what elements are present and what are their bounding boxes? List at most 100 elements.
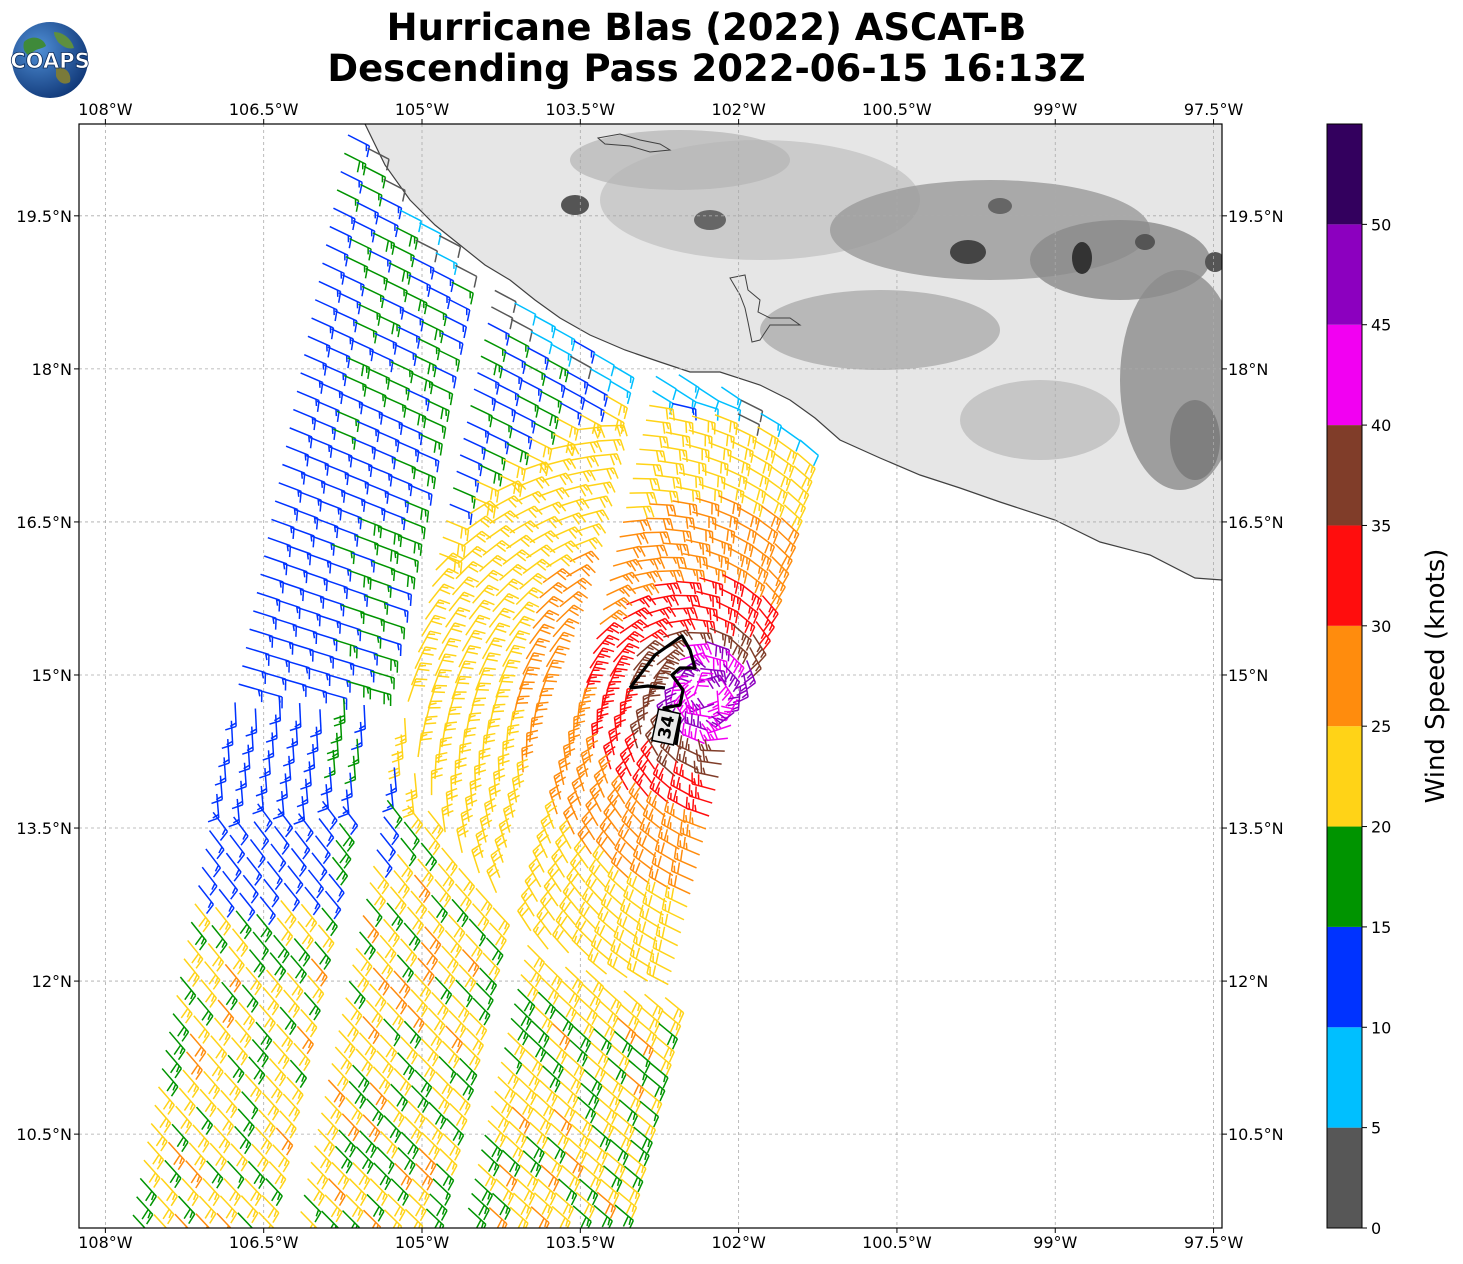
wind-barb <box>633 1126 653 1154</box>
wind-barb <box>478 652 501 675</box>
wind-barb <box>267 537 292 558</box>
wind-barb <box>548 784 562 815</box>
wind-barb <box>539 891 556 921</box>
wind-barb <box>376 430 400 453</box>
wind-barb <box>314 299 338 322</box>
wind-barb <box>540 390 563 414</box>
wind-barb <box>327 1178 346 1207</box>
wind-barb <box>345 473 370 495</box>
wind-barb <box>269 952 287 981</box>
wind-barb <box>403 1020 422 1049</box>
wind-barb <box>451 994 470 1023</box>
wind-barb <box>318 818 335 848</box>
wind-barb <box>632 477 661 491</box>
wind-barb <box>673 594 701 608</box>
wind-barb <box>585 1151 605 1179</box>
wind-barb <box>377 636 402 657</box>
wind-barb <box>524 1049 544 1077</box>
wind-barb <box>367 367 391 390</box>
wind-barb <box>206 1160 224 1189</box>
wind-barb <box>342 1210 361 1228</box>
wind-barb <box>280 900 297 929</box>
wind-barb <box>200 979 218 1008</box>
wind-barb <box>640 1006 661 1034</box>
wind-barb <box>414 354 437 378</box>
wind-barb <box>304 571 328 592</box>
wind-barb <box>427 810 444 840</box>
axis-ticks: 108°W 108°W 106.5°W 106.5°W 105°W 105°W 103.5°… <box>16 100 1283 1252</box>
wind-barb <box>652 936 675 960</box>
wind-barb <box>749 647 762 677</box>
wind-barb <box>276 917 294 947</box>
wind-barb <box>420 715 438 741</box>
wind-barb <box>276 599 301 619</box>
wind-barb <box>499 474 523 497</box>
wind-barb <box>369 1082 388 1111</box>
wind-barb <box>410 662 433 686</box>
wind-barb <box>429 1193 448 1221</box>
wind-barb <box>529 623 555 645</box>
wind-barb <box>511 1106 531 1134</box>
wind-barb <box>194 903 211 933</box>
wind-barb <box>599 1000 619 1028</box>
wind-barb <box>245 646 270 666</box>
wind-barb <box>439 1148 458 1176</box>
wind-barb <box>430 767 443 796</box>
wind-barb <box>400 938 418 967</box>
wind-barb <box>413 874 431 904</box>
wind-barb <box>610 1044 631 1072</box>
wind-barb <box>199 1088 217 1118</box>
wind-barb <box>780 517 800 545</box>
wind-barb <box>445 1118 465 1146</box>
colorbar-tick-label: 20 <box>1371 818 1391 837</box>
wind-barb <box>459 454 483 477</box>
wind-barb <box>347 738 360 768</box>
wind-barb <box>669 514 696 530</box>
colorbar-bin <box>1327 726 1362 827</box>
wind-barb <box>298 490 323 512</box>
wind-barb <box>524 872 539 903</box>
wind-barb <box>352 1162 371 1191</box>
wind-barb <box>419 433 443 456</box>
wind-barb <box>688 784 713 804</box>
wind-barb <box>434 878 452 908</box>
wind-barb <box>253 821 270 851</box>
wind-barb <box>242 726 254 755</box>
wind-barb <box>397 326 421 349</box>
wind-barb <box>302 472 326 494</box>
wind-barb <box>655 474 683 490</box>
wind-barb <box>348 1080 367 1109</box>
wind-barb <box>210 1035 228 1064</box>
wind-barb <box>448 298 471 322</box>
wind-barb <box>307 869 325 899</box>
wind-barb <box>428 1101 447 1130</box>
wind-barb <box>265 1178 283 1207</box>
wind-barb <box>445 606 471 628</box>
wind-barb <box>296 1025 314 1055</box>
wind-barb <box>259 896 276 926</box>
wind-barb <box>609 655 634 677</box>
wind-barb <box>592 845 610 874</box>
wind-barb <box>303 1194 322 1223</box>
wind-barb <box>612 642 640 663</box>
wind-barb <box>345 997 363 1026</box>
wind-barb <box>681 722 705 745</box>
wind-barb <box>600 892 620 920</box>
wind-barb <box>760 505 782 531</box>
wind-barb <box>336 410 360 433</box>
wind-barb <box>593 767 607 798</box>
wind-barb <box>318 499 343 521</box>
wind-barb <box>468 697 487 723</box>
wind-barb <box>607 865 627 893</box>
wind-barb <box>553 1108 573 1137</box>
wind-barb <box>566 1053 586 1081</box>
wind-barb <box>779 426 801 452</box>
wind-barb <box>273 617 298 637</box>
wind-barb <box>225 852 242 882</box>
wind-barb <box>294 509 319 530</box>
lat-label-right: 13.5°N <box>1228 819 1284 838</box>
wind-barb <box>632 930 655 956</box>
wind-barb <box>421 1132 440 1161</box>
lon-label-top: 106.5°W <box>229 100 299 119</box>
